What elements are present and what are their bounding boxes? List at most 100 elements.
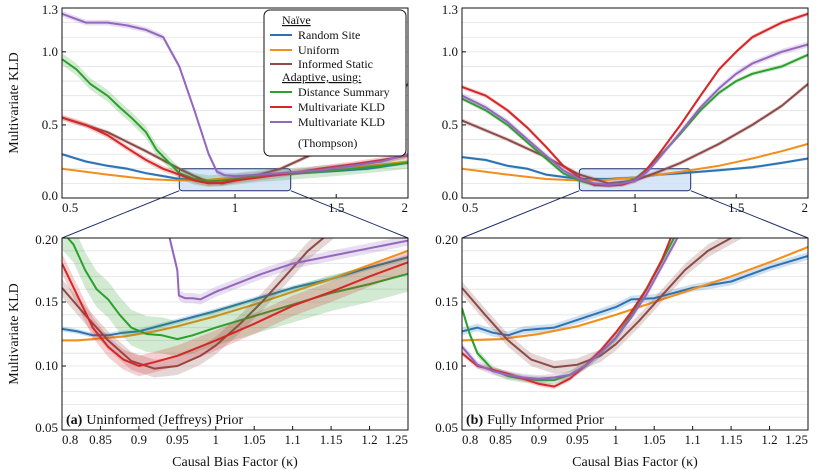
x-tick-label: 1 [632,200,639,215]
y-tick-label: 0.5 [442,117,458,132]
zoom-connector-right [290,190,409,239]
series-band-thompson [169,238,408,305]
x-tick-label: 1.2 [761,432,777,447]
legend-frame [263,9,407,157]
x-tick-label: 1.2 [361,432,377,447]
y-tick-label: 1.0 [42,44,58,59]
x-tick-label: 0.95 [166,432,189,447]
y-tick-label: 0.05 [35,420,58,435]
x-axis-label-a: Causal Bias Factor (κ) [172,455,298,470]
x-tick-label: 1.15 [720,432,743,447]
x-tick-label: 0.8 [462,432,478,447]
x-tick-label: 1 [232,200,239,215]
x-tick-label: 0.5 [62,200,78,215]
legend-adaptive-header: Adaptive, using: [282,70,361,84]
y-tick-label: 1.3 [442,2,458,17]
panel-b-title: (b) Fully Informed Prior [466,413,604,428]
x-tick-label: 1.25 [385,432,408,447]
axes-frame [461,237,809,431]
x-tick-label: 0.85 [489,432,512,447]
y-axis-label-top: Multivariate KLD [7,52,22,153]
x-tick-label: 1.15 [320,432,343,447]
x-axis-label-b: Causal Bias Factor (κ) [572,455,698,470]
panel-a-tag: (a) [66,413,83,428]
series-band-thompson [462,41,808,188]
series-group [62,238,408,378]
legend-label-uniform: Uniform [298,43,340,57]
series-band-distance [62,238,408,357]
zoom-connectors [61,190,809,239]
x-tick-label: 1.25 [785,432,808,447]
x-tick-label: 0.9 [131,432,147,447]
y-tick-label: 0.20 [35,232,58,247]
x-tick-label: 2 [402,200,409,215]
series-group [462,11,808,188]
x-tick-label: 0.95 [566,432,589,447]
zoom-connector-right [690,190,809,239]
legend-naive-header: Naïve [282,13,311,27]
series-line-distance [62,58,408,183]
ticks: 0.5 1 1.5 2 0.0 0.5 1.0 1.3 [442,2,809,215]
series-line-mkld [62,261,408,367]
y-tick-label: 1.0 [442,44,458,59]
x-tick-label: 1.1 [685,432,701,447]
gridlines [462,250,808,418]
x-tick-label: 0.9 [531,432,547,447]
series-line-thompson [462,43,808,186]
legend-label-distance: Distance Summary [298,85,390,99]
panel-a-top: 0.5 1 1.5 2 0.0 0.5 1.0 1.3 [42,2,409,215]
zoom-connector-left [461,190,580,239]
y-tick-label: 0.15 [35,294,58,309]
y-tick-label: 0.0 [442,188,458,203]
series-line-thompson [462,238,679,380]
series-line-thompson [62,12,408,178]
x-tick-label: 0.8 [62,432,78,447]
series-line-thompson [168,238,408,301]
legend-label-random: Random Site [298,28,360,42]
series-line-mkld [462,12,808,187]
panel-b-tag: (b) [466,413,483,428]
y-tick-label: 0.05 [435,420,458,435]
legend-label-static: Informed Static [298,57,373,71]
legend-label-thompson: Multivariate KLD [298,115,385,129]
y-tick-label: 0.5 [42,117,58,132]
axes-frame [61,237,409,431]
series-band-static [462,238,743,374]
panel-b-zoom: 0.8 0.85 0.9 0.95 1 1.05 1.1 1.15 1.2 1.25 0.05 0.1… [435,232,809,447]
legend-label-mkld: Multivariate KLD [298,100,385,114]
x-tick-label: 2 [802,200,809,215]
ticks: 0.8 0.85 0.9 0.95 1 1.05 1.1 1.15 1.2 1.25 0.05 0.1… [35,232,409,447]
y-tick-label: 0.10 [435,358,458,373]
y-tick-label: 0.20 [435,232,458,247]
gridlines [462,22,808,184]
x-tick-label: 1.5 [328,200,344,215]
x-tick-label: 1.1 [285,432,301,447]
series-band-distance [62,53,408,187]
x-tick-label: 1.5 [728,200,744,215]
series-band-mkld [462,11,808,188]
panel-a-title-text: Uninformed (Jeffreys) Prior [86,413,243,428]
series-group [462,238,808,389]
series-line-uniform [62,249,408,342]
x-tick-label: 1 [213,432,220,447]
series-line-mkld [62,116,408,185]
panel-a-title: (a) Uninformed (Jeffreys) Prior [66,413,243,428]
y-tick-label: 0.15 [435,294,458,309]
x-tick-label: 0.85 [89,432,112,447]
x-tick-label: 1 [613,432,620,447]
y-tick-label: 0.10 [35,358,58,373]
legend-thompson-suffix: (Thompson) [298,136,357,150]
y-tick-label: 1.3 [42,2,58,17]
series-line-random [462,254,808,337]
panel-a-zoom: 0.8 0.85 0.9 0.95 1 1.05 1.1 1.15 1.2 1.25 0.05 0.1… [35,232,409,447]
series-line-mkld [462,238,672,388]
series-band-random [462,252,808,340]
ticks: 0.8 0.85 0.9 0.95 1 1.05 1.1 1.15 1.2 1.25 0.05 0.1… [435,232,809,447]
y-axis-label-bottom: Multivariate KLD [7,283,22,384]
x-tick-label: 1.05 [243,432,266,447]
ticks: 0.5 1 1.5 2 0.0 0.5 1.0 1.3 [42,2,409,215]
series-line-static [462,238,734,369]
zoom-connector-left [61,190,180,239]
